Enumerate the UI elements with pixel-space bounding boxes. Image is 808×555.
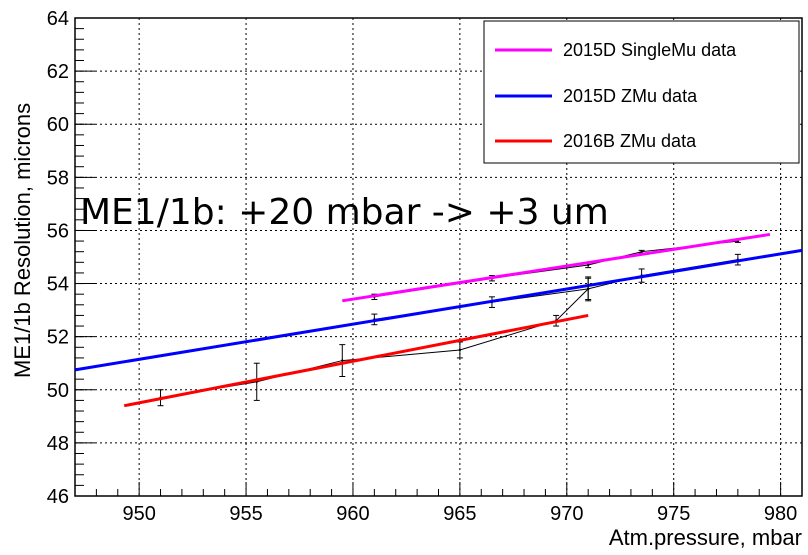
legend-label-2016b-zmu: 2016B ZMu data	[563, 131, 697, 151]
series-fit-line	[74, 248, 803, 372]
x-tick-label: 980	[764, 503, 797, 525]
y-tick-label: 58	[47, 167, 69, 189]
x-tick-label: 965	[443, 503, 476, 525]
series-layer	[74, 232, 803, 408]
data-point	[458, 348, 462, 352]
legend: 2015D SingleMu data 2015D ZMu data 2016B…	[483, 20, 800, 164]
legend-label-singlemu: 2015D SingleMu data	[563, 40, 737, 60]
x-tick-label: 950	[122, 503, 155, 525]
y-tick-label: 54	[47, 274, 69, 296]
y-tick-label: 64	[47, 8, 69, 30]
x-tick-label: 955	[229, 503, 262, 525]
legend-label-2015d-zmu: 2015D ZMu data	[563, 86, 698, 106]
data-point	[586, 287, 590, 291]
series-group	[342, 232, 771, 303]
y-tick-label: 46	[47, 486, 69, 508]
series-group	[123, 277, 592, 408]
series-fit-line	[342, 232, 771, 303]
y-tick-label: 48	[47, 433, 69, 455]
data-point	[640, 250, 643, 253]
data-point	[341, 359, 344, 362]
data-point	[586, 263, 590, 267]
series-fit-line	[123, 313, 589, 408]
x-tick-label: 970	[550, 503, 583, 525]
y-tick-label: 56	[47, 220, 69, 242]
y-tick-label: 52	[47, 327, 69, 349]
y-tick-label: 50	[47, 380, 69, 402]
x-tick-label: 975	[657, 503, 690, 525]
x-axis-title: Atm.pressure, mbar	[609, 525, 802, 550]
x-tick-label: 960	[336, 503, 369, 525]
y-tick-label: 60	[47, 114, 69, 136]
chart-annotation: ME1/1b: +20 mbar -> +3 um	[80, 192, 609, 233]
y-axis-title: ME1/1b Resolution, microns	[10, 103, 35, 378]
series-group	[74, 248, 803, 372]
y-tick-label: 62	[47, 61, 69, 83]
axis-ticks: 950 955 960 965 970 975 980 46 48 50 52 54 56 58 60 62 6…	[47, 8, 803, 525]
legend-box	[483, 20, 800, 164]
